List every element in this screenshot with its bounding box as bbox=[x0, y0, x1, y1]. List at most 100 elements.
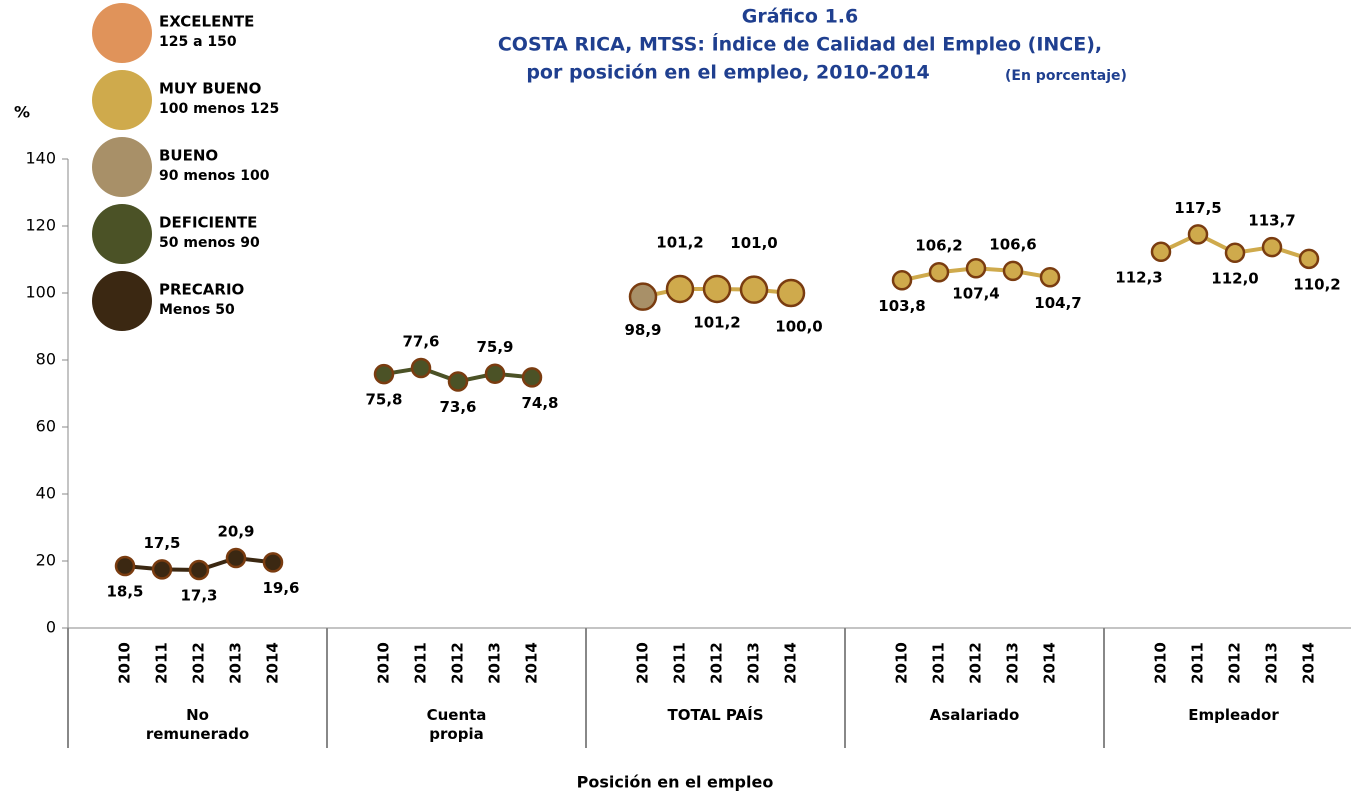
legend-swatch bbox=[92, 137, 152, 197]
value-label: 100,0 bbox=[775, 318, 822, 336]
data-point bbox=[447, 371, 469, 392]
value-label: 98,9 bbox=[624, 321, 661, 339]
value-label: 75,8 bbox=[365, 391, 402, 409]
chart-title-line: COSTA RICA, MTSS: Índice de Calidad del … bbox=[498, 33, 1102, 56]
data-point bbox=[225, 547, 247, 569]
data-point bbox=[891, 270, 913, 291]
value-label: 113,7 bbox=[1248, 212, 1295, 230]
data-point bbox=[1150, 241, 1172, 263]
group-label: No remunerado bbox=[145, 706, 250, 743]
x-tick-label: 2011 bbox=[930, 642, 948, 684]
group-label: Cuenta propia bbox=[426, 706, 487, 743]
data-point bbox=[1224, 242, 1246, 264]
value-label: 104,7 bbox=[1034, 294, 1081, 312]
value-label: 106,2 bbox=[915, 237, 962, 255]
y-tick-label: 120 bbox=[25, 216, 56, 235]
value-label: 110,2 bbox=[1293, 275, 1340, 293]
data-point bbox=[484, 363, 506, 384]
x-tick-label: 2012 bbox=[708, 642, 726, 684]
x-tick-label: 2011 bbox=[1189, 642, 1207, 684]
data-point bbox=[188, 559, 210, 581]
data-point bbox=[1039, 267, 1061, 288]
data-point bbox=[739, 275, 769, 304]
x-tick-label: 2013 bbox=[1004, 642, 1022, 684]
x-tick-label: 2010 bbox=[634, 642, 652, 684]
legend-range: Menos 50 bbox=[159, 302, 235, 318]
value-label: 74,8 bbox=[521, 394, 558, 412]
chart-subtitle: (En porcentaje) bbox=[1005, 68, 1127, 84]
value-label: 101,0 bbox=[730, 234, 777, 252]
y-tick-label: 60 bbox=[36, 417, 56, 436]
data-point bbox=[1002, 260, 1024, 282]
data-point bbox=[410, 357, 432, 379]
x-axis-label: Posición en el empleo bbox=[577, 773, 774, 792]
data-point bbox=[965, 257, 987, 279]
y-tick-label: 40 bbox=[36, 484, 56, 503]
x-tick-label: 2011 bbox=[412, 642, 430, 684]
chart-title-line: por posición en el empleo, 2010-2014 bbox=[526, 62, 929, 84]
data-point bbox=[628, 282, 658, 311]
data-point bbox=[373, 363, 395, 385]
x-tick-label: 2010 bbox=[375, 642, 393, 684]
data-point bbox=[702, 274, 732, 304]
y-tick-label: 20 bbox=[36, 551, 56, 570]
value-label: 18,5 bbox=[106, 583, 143, 601]
x-tick-label: 2011 bbox=[671, 642, 689, 684]
value-label: 73,6 bbox=[439, 398, 476, 416]
x-tick-label: 2013 bbox=[1263, 642, 1281, 684]
data-point bbox=[1261, 236, 1283, 258]
y-tick-label: 140 bbox=[25, 149, 56, 168]
data-point bbox=[1187, 224, 1209, 245]
y-tick-label: 100 bbox=[25, 283, 56, 302]
x-tick-label: 2014 bbox=[782, 642, 800, 684]
x-tick-label: 2014 bbox=[1300, 642, 1318, 684]
x-tick-label: 2011 bbox=[153, 642, 171, 684]
group-label: Empleador bbox=[1188, 706, 1279, 724]
value-label: 106,6 bbox=[989, 235, 1036, 253]
x-tick-label: 2012 bbox=[449, 642, 467, 684]
group-label: Asalariado bbox=[929, 706, 1020, 724]
y-tick-label: 80 bbox=[36, 350, 56, 369]
x-tick-label: 2010 bbox=[116, 642, 134, 684]
x-tick-label: 2014 bbox=[1041, 642, 1059, 684]
chart-title: Gráfico 1.6 bbox=[742, 6, 858, 28]
value-label: 101,2 bbox=[656, 233, 703, 251]
data-point bbox=[151, 559, 173, 580]
value-label: 101,2 bbox=[693, 313, 740, 331]
value-label: 117,5 bbox=[1174, 199, 1221, 217]
x-tick-label: 2012 bbox=[967, 642, 985, 684]
legend-label: BUENO bbox=[159, 147, 218, 165]
data-point bbox=[1298, 248, 1320, 270]
value-label: 107,4 bbox=[952, 285, 999, 303]
data-point bbox=[521, 367, 543, 388]
legend-range: 100 menos 125 bbox=[159, 101, 279, 117]
legend-range: 125 a 150 bbox=[159, 34, 237, 50]
legend-swatch bbox=[92, 70, 152, 130]
x-tick-label: 2014 bbox=[523, 642, 541, 684]
x-tick-label: 2013 bbox=[745, 642, 763, 684]
x-tick-label: 2013 bbox=[227, 642, 245, 684]
data-point bbox=[262, 552, 284, 573]
x-tick-label: 2013 bbox=[486, 642, 504, 684]
legend-swatch bbox=[92, 3, 152, 63]
value-label: 112,0 bbox=[1211, 269, 1258, 287]
x-tick-label: 2012 bbox=[1226, 642, 1244, 684]
legend-label: MUY BUENO bbox=[159, 80, 261, 98]
value-label: 17,3 bbox=[180, 587, 217, 605]
data-point bbox=[114, 555, 136, 577]
data-point bbox=[665, 274, 695, 304]
legend-range: 50 menos 90 bbox=[159, 235, 260, 251]
value-label: 77,6 bbox=[402, 333, 439, 351]
y-tick-label: 0 bbox=[46, 618, 56, 637]
x-tick-label: 2010 bbox=[893, 642, 911, 684]
value-label: 17,5 bbox=[143, 534, 180, 552]
y-axis-label: % bbox=[14, 103, 30, 122]
group-label: TOTAL PAÍS bbox=[667, 706, 764, 724]
value-label: 19,6 bbox=[262, 579, 299, 597]
legend-label: PRECARIO bbox=[159, 281, 244, 299]
value-label: 103,8 bbox=[878, 297, 925, 315]
legend-swatch bbox=[92, 204, 152, 264]
legend-swatch bbox=[92, 271, 152, 331]
